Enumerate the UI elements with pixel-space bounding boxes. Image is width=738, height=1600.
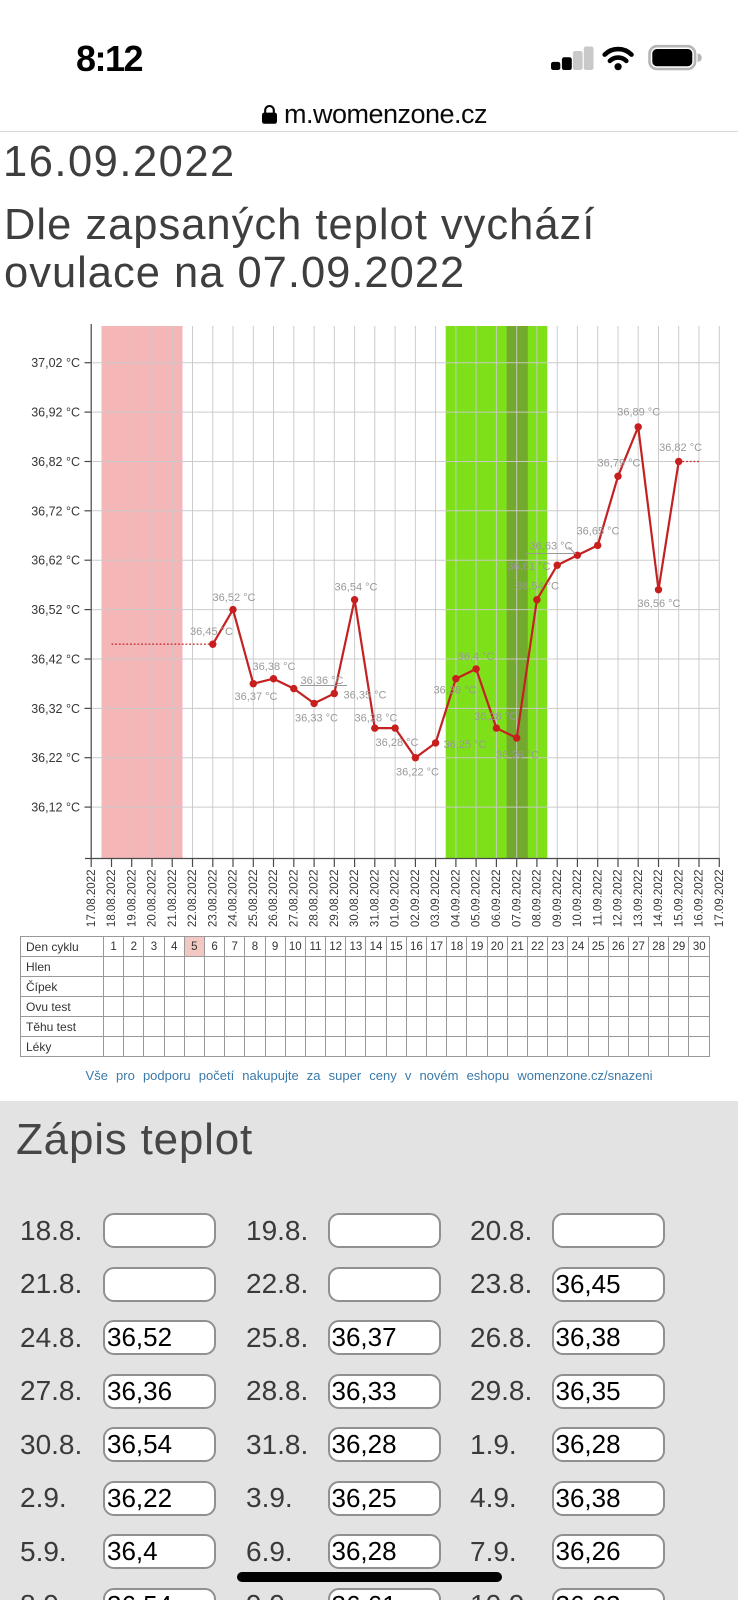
svg-text:24.08.2022: 24.08.2022 bbox=[228, 870, 240, 928]
svg-text:36,62 °C: 36,62 °C bbox=[31, 554, 80, 568]
svg-text:18.08.2022: 18.08.2022 bbox=[106, 870, 118, 928]
svg-text:36,22 °C: 36,22 °C bbox=[31, 751, 80, 765]
svg-text:31.08.2022: 31.08.2022 bbox=[369, 870, 381, 928]
svg-text:27.08.2022: 27.08.2022 bbox=[288, 870, 300, 928]
svg-text:36,52 °C: 36,52 °C bbox=[31, 603, 80, 617]
svg-text:02.09.2022: 02.09.2022 bbox=[410, 870, 422, 928]
svg-text:26.08.2022: 26.08.2022 bbox=[268, 870, 280, 928]
svg-text:15.09.2022: 15.09.2022 bbox=[673, 870, 685, 928]
svg-text:36,72 °C: 36,72 °C bbox=[31, 504, 80, 518]
svg-text:36,36 °C: 36,36 °C bbox=[301, 675, 344, 687]
svg-text:11.09.2022: 11.09.2022 bbox=[592, 870, 604, 927]
svg-text:36,37 °C: 36,37 °C bbox=[235, 691, 278, 703]
svg-text:01.09.2022: 01.09.2022 bbox=[390, 870, 402, 928]
svg-text:36,92 °C: 36,92 °C bbox=[31, 406, 80, 420]
svg-text:09.09.2022: 09.09.2022 bbox=[552, 870, 564, 928]
svg-text:05.09.2022: 05.09.2022 bbox=[471, 870, 483, 928]
svg-text:08.09.2022: 08.09.2022 bbox=[532, 870, 544, 928]
svg-text:17.09.2022: 17.09.2022 bbox=[714, 870, 726, 928]
svg-text:21.08.2022: 21.08.2022 bbox=[167, 870, 179, 928]
svg-text:25.08.2022: 25.08.2022 bbox=[248, 870, 260, 928]
svg-text:36,32 °C: 36,32 °C bbox=[31, 702, 80, 716]
svg-text:36,42 °C: 36,42 °C bbox=[31, 653, 80, 667]
svg-text:36,33 °C: 36,33 °C bbox=[295, 713, 338, 725]
svg-text:37,02 °C: 37,02 °C bbox=[31, 356, 80, 370]
svg-text:17.08.2022: 17.08.2022 bbox=[86, 870, 98, 928]
svg-text:36,38 °C: 36,38 °C bbox=[253, 661, 296, 673]
svg-text:29.08.2022: 29.08.2022 bbox=[329, 870, 341, 928]
svg-text:12.09.2022: 12.09.2022 bbox=[613, 870, 625, 928]
svg-text:36,12 °C: 36,12 °C bbox=[31, 801, 80, 815]
svg-text:14.09.2022: 14.09.2022 bbox=[653, 870, 665, 928]
svg-text:36,35 °C: 36,35 °C bbox=[344, 690, 387, 702]
svg-text:16.09.2022: 16.09.2022 bbox=[694, 870, 706, 928]
svg-text:28.08.2022: 28.08.2022 bbox=[309, 870, 321, 928]
svg-text:36,52 °C: 36,52 °C bbox=[213, 592, 256, 604]
svg-text:36,4 °C: 36,4 °C bbox=[458, 651, 495, 663]
svg-text:36,79 °C: 36,79 °C bbox=[598, 458, 641, 470]
svg-text:36,82 °C: 36,82 °C bbox=[31, 455, 80, 469]
svg-text:36,56 °C: 36,56 °C bbox=[638, 598, 681, 610]
svg-text:36,82 °C: 36,82 °C bbox=[659, 442, 702, 454]
svg-text:04.09.2022: 04.09.2022 bbox=[451, 870, 463, 928]
svg-text:22.08.2022: 22.08.2022 bbox=[187, 870, 199, 928]
svg-text:36,65 °C: 36,65 °C bbox=[577, 526, 620, 538]
svg-text:36,45 °C: 36,45 °C bbox=[190, 626, 233, 638]
svg-text:23.08.2022: 23.08.2022 bbox=[207, 870, 219, 928]
svg-text:36,25 °C: 36,25 °C bbox=[444, 739, 487, 751]
svg-text:13.09.2022: 13.09.2022 bbox=[633, 870, 645, 928]
svg-text:20.08.2022: 20.08.2022 bbox=[147, 870, 159, 928]
svg-text:36,38 °C: 36,38 °C bbox=[434, 685, 477, 697]
svg-text:03.09.2022: 03.09.2022 bbox=[430, 870, 442, 928]
svg-text:36,28 °C: 36,28 °C bbox=[474, 711, 517, 723]
svg-text:36,28 °C: 36,28 °C bbox=[355, 713, 398, 725]
svg-text:07.09.2022: 07.09.2022 bbox=[511, 870, 523, 928]
svg-text:36,22 °C: 36,22 °C bbox=[396, 767, 439, 779]
svg-text:36,61 °C: 36,61 °C bbox=[508, 561, 551, 573]
svg-text:36,54 °C: 36,54 °C bbox=[516, 581, 559, 593]
svg-text:36,28 °C: 36,28 °C bbox=[376, 737, 419, 749]
svg-text:19.08.2022: 19.08.2022 bbox=[126, 870, 138, 928]
svg-text:36,89 °C: 36,89 °C bbox=[617, 407, 660, 419]
svg-text:36,63 °C: 36,63 °C bbox=[530, 541, 573, 553]
svg-text:36,26 °C: 36,26 °C bbox=[496, 750, 539, 762]
svg-text:36,54 °C: 36,54 °C bbox=[335, 582, 378, 594]
svg-text:10.09.2022: 10.09.2022 bbox=[572, 870, 584, 928]
svg-text:06.09.2022: 06.09.2022 bbox=[491, 870, 503, 928]
svg-text:30.08.2022: 30.08.2022 bbox=[349, 870, 361, 928]
